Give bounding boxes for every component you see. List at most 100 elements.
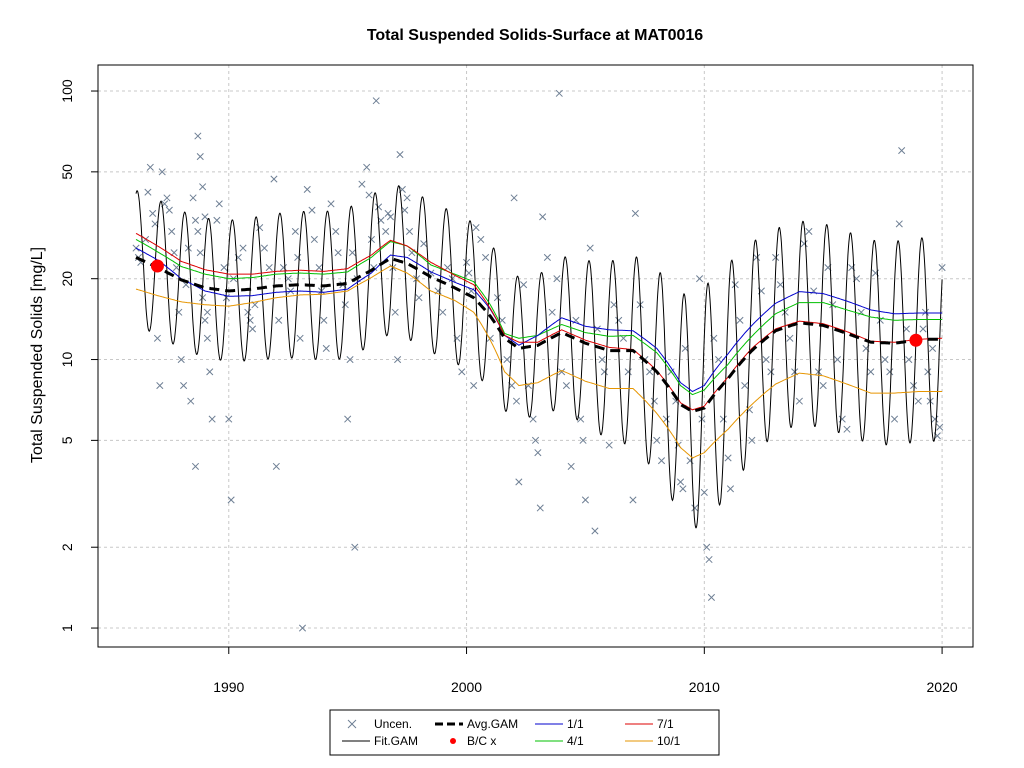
observation-marker (910, 382, 918, 390)
observation-marker (715, 355, 723, 364)
observation-marker (503, 355, 511, 364)
observation-marker (700, 488, 708, 496)
observation-marker (703, 543, 711, 551)
observation-marker (382, 227, 390, 235)
x-axis: 1990 2000 2010 2020 (213, 646, 958, 695)
observation-marker (156, 382, 164, 390)
grid-lines (98, 65, 973, 647)
observation-marker (593, 325, 601, 333)
observation-marker (401, 206, 409, 214)
observation-marker (153, 334, 161, 342)
observation-marker (515, 478, 523, 486)
observation-marker (275, 316, 283, 324)
observation-marker (199, 183, 207, 191)
y-tick-label: 20 (59, 271, 75, 287)
observation-marker (753, 253, 761, 261)
observation-marker (396, 150, 404, 159)
observation-marker (629, 496, 637, 504)
observation-marker (867, 368, 875, 376)
observation-marker (786, 334, 794, 342)
observation-marker (439, 308, 447, 316)
observation-marker (351, 543, 359, 551)
legend-symbol-bc (450, 738, 456, 744)
x-tick-label: 2020 (927, 679, 958, 695)
observation-marker (762, 355, 770, 364)
observation-marker (676, 478, 685, 486)
legend-label: Avg.GAM (467, 717, 518, 731)
y-tick-label: 50 (59, 164, 75, 180)
observation-marker (346, 355, 354, 364)
observation-marker (736, 316, 744, 324)
observation-marker (555, 89, 563, 97)
observation-marker (180, 382, 188, 390)
observation-marker (168, 227, 176, 235)
observation-marker (726, 485, 735, 493)
observation-marker (344, 415, 352, 423)
observation-marker (881, 355, 889, 364)
observation-marker (482, 253, 490, 261)
observation-marker (265, 264, 273, 272)
observation-marker (886, 368, 894, 376)
observation-marker (334, 249, 342, 257)
x-tick-label: 1990 (213, 679, 244, 695)
observation-marker (227, 496, 235, 504)
observation-marker (203, 308, 211, 316)
chart-title: Total Suspended Solids-Surface at MAT001… (367, 27, 703, 44)
observation-marker (512, 397, 521, 405)
observation-marker (477, 235, 485, 244)
observation-marker (650, 397, 658, 405)
observation-marker (244, 308, 252, 316)
observation-marker (177, 355, 185, 364)
observation-marker (327, 200, 335, 208)
observation-marker (165, 206, 173, 214)
observation-marker (531, 436, 540, 444)
observation-marker (562, 382, 570, 390)
bc-points (150, 259, 923, 347)
y-tick-label: 100 (59, 79, 75, 103)
observation-marker (605, 441, 613, 449)
observation-marker (615, 316, 623, 324)
observation-marker (310, 235, 318, 244)
observation-marker (567, 462, 575, 470)
observation-marker (375, 203, 383, 211)
bc-7-1-line (135, 232, 943, 411)
observation-marker (194, 132, 202, 140)
observation-marker (548, 308, 556, 316)
observation-marker (287, 287, 295, 295)
observation-marker (707, 593, 716, 602)
x-tick-label: 2010 (689, 679, 720, 695)
observation-marker (493, 294, 502, 302)
observation-marker (586, 244, 594, 252)
observation-marker (902, 325, 910, 333)
legend-box (329, 709, 720, 756)
observation-marker (696, 275, 704, 283)
y-tick-label: 10 (59, 352, 75, 368)
observation-marker (308, 206, 316, 214)
observation-marker (591, 527, 599, 535)
observation-marker (724, 454, 732, 462)
y-axis: 1 2 5 10 20 50 100 (59, 79, 99, 632)
observation-marker (931, 415, 939, 423)
observation-marker (731, 281, 739, 289)
observation-marker (348, 249, 356, 257)
observation-marker (905, 355, 913, 364)
observation-marker (365, 191, 373, 199)
observation-marker (890, 415, 899, 423)
observation-marker (256, 224, 264, 232)
observation-marker (239, 244, 247, 252)
observation-marker (534, 449, 542, 457)
observation-marker (196, 249, 204, 257)
observation-marker (405, 227, 414, 235)
observation-marker (206, 368, 214, 376)
observation-marker (529, 415, 537, 423)
observation-marker (260, 244, 268, 252)
observation-marker (391, 308, 399, 316)
observation-marker (936, 423, 944, 431)
observation-marker (631, 209, 639, 217)
observation-marker (767, 368, 775, 376)
observation-marker (624, 368, 632, 376)
observation-marker (187, 397, 195, 405)
observation-marker (598, 355, 606, 364)
observation-marker (662, 415, 670, 423)
observation-marker (805, 227, 813, 235)
